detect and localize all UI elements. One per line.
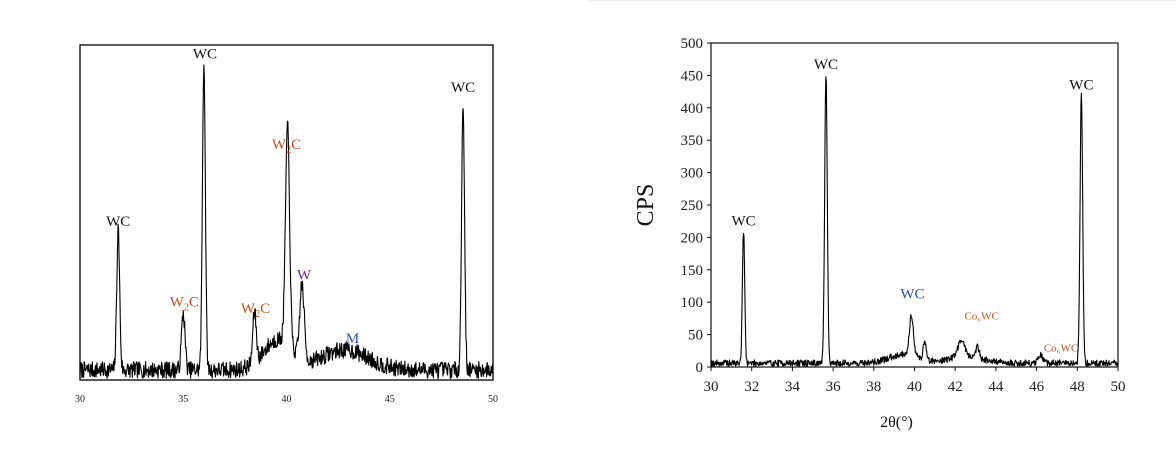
left-peak-label: W2C (272, 137, 301, 156)
right-peak-label: WC (814, 57, 838, 73)
right-y-tick-label: 450 (681, 68, 704, 84)
right-y-tick-label: 250 (681, 198, 704, 214)
left-peak-label: W2C (241, 301, 270, 320)
right-x-tick-label: 48 (1070, 379, 1085, 395)
right-y-tick-label: 350 (681, 133, 704, 149)
right-x-tick-label: 34 (785, 379, 801, 395)
left-chart-svg: 30 35 40 45 50 WC W2C WC W2C W2C W M WC (75, 44, 498, 405)
right-peak-label: Co₆WC (964, 311, 998, 323)
right-y-tick-label: 400 (681, 101, 704, 117)
left-peak-label: WC (106, 214, 130, 230)
right-x-tick-label: 46 (1029, 379, 1045, 395)
left-xrd-chart: 30 35 40 45 50 WC W2C WC W2C W2C W M WC (0, 0, 588, 464)
left-peak-label: W (297, 268, 312, 284)
right-y-tick-label: 500 (681, 36, 704, 52)
right-peak-label: Co₆WC (1044, 342, 1078, 354)
left-x-tick-label: 45 (385, 394, 395, 405)
right-series-line (710, 76, 1119, 367)
right-x-tick-label: 38 (866, 379, 881, 395)
right-y-tick-label: 200 (681, 230, 704, 246)
right-x-tick-label: 32 (744, 379, 759, 395)
left-x-tick-label: 40 (282, 394, 292, 405)
left-peak-label: WC (193, 46, 217, 62)
left-peak-label: M (346, 331, 359, 347)
right-peak-label: WC (1069, 78, 1093, 94)
right-x-tick-label: 42 (948, 379, 963, 395)
left-series-line (79, 64, 494, 379)
left-x-tick-label: 35 (178, 394, 188, 405)
right-x-tick-label: 50 (1111, 379, 1126, 395)
left-x-tick-label: 50 (488, 394, 498, 405)
right-x-tick-label: 30 (704, 379, 719, 395)
right-y-axis-label: CPS (633, 184, 659, 227)
right-plot-frame (710, 42, 1119, 368)
right-x-tick-label: 40 (907, 379, 922, 395)
left-peak-label: WC (451, 80, 475, 96)
right-y-tick-label: 150 (681, 263, 704, 279)
left-plot-frame (79, 44, 494, 381)
right-chart-svg: 30 32 34 36 38 40 42 44 46 48 50050100150200250300… (633, 36, 1126, 431)
right-x-tick-label: 36 (826, 379, 842, 395)
right-y-tick-label: 300 (681, 166, 704, 182)
right-peak-label: WC (900, 286, 924, 302)
right-peak-label: WC (731, 214, 755, 230)
left-peak-label: W2C (170, 294, 199, 313)
right-xrd-chart: 30 32 34 36 38 40 42 44 46 48 50 0 50 100 150 200 250 300… (588, 0, 1176, 465)
left-x-tick-label: 30 (75, 394, 85, 405)
right-x-axis-label: 2θ(°) (880, 414, 913, 431)
right-y-tick-label: 0 (696, 360, 704, 376)
right-x-tick-label: 44 (988, 379, 1004, 395)
right-y-tick-label: 50 (688, 328, 703, 344)
right-y-tick-label: 100 (681, 295, 704, 311)
